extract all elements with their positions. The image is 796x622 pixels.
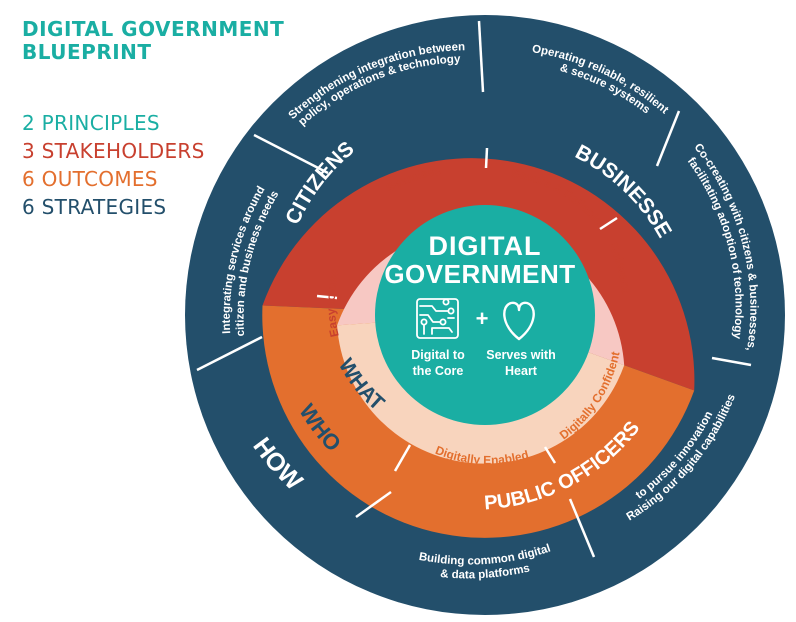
legend-outcomes: 6 OUTCOMES <box>22 167 158 191</box>
principle-serves-with-heart-line1: Serves with <box>486 348 555 362</box>
blueprint-title: DIGITAL GOVERNMENT BLUEPRINT <box>22 18 284 64</box>
principle-serves-with-heart-line2: Heart <box>505 364 538 378</box>
legend-strategies: 6 STRATEGIES <box>22 195 167 219</box>
heart-icon <box>503 301 535 341</box>
core-circle <box>375 205 595 425</box>
legend-principles: 2 PRINCIPLES <box>22 111 160 135</box>
center-title-line1: DIGITAL <box>429 231 542 261</box>
plus-sign: + <box>476 306 489 331</box>
principle-digital-to-core-line1: Digital to <box>411 348 465 362</box>
legend-stakeholders: 3 STAKEHOLDERS <box>22 139 205 163</box>
legend: 2 PRINCIPLES 3 STAKEHOLDERS 6 OUTCOMES 6… <box>22 109 205 221</box>
principle-digital-to-core-line2: the Core <box>413 364 464 378</box>
circuit-icon <box>416 298 459 339</box>
title-line-2: BLUEPRINT <box>22 40 152 64</box>
title-line-1: DIGITAL GOVERNMENT <box>22 17 285 41</box>
separator-lines <box>196 20 752 558</box>
center-title-line2: GOVERNMENT <box>384 259 575 289</box>
outcome-easy-to-use: Easy to use <box>324 267 342 338</box>
